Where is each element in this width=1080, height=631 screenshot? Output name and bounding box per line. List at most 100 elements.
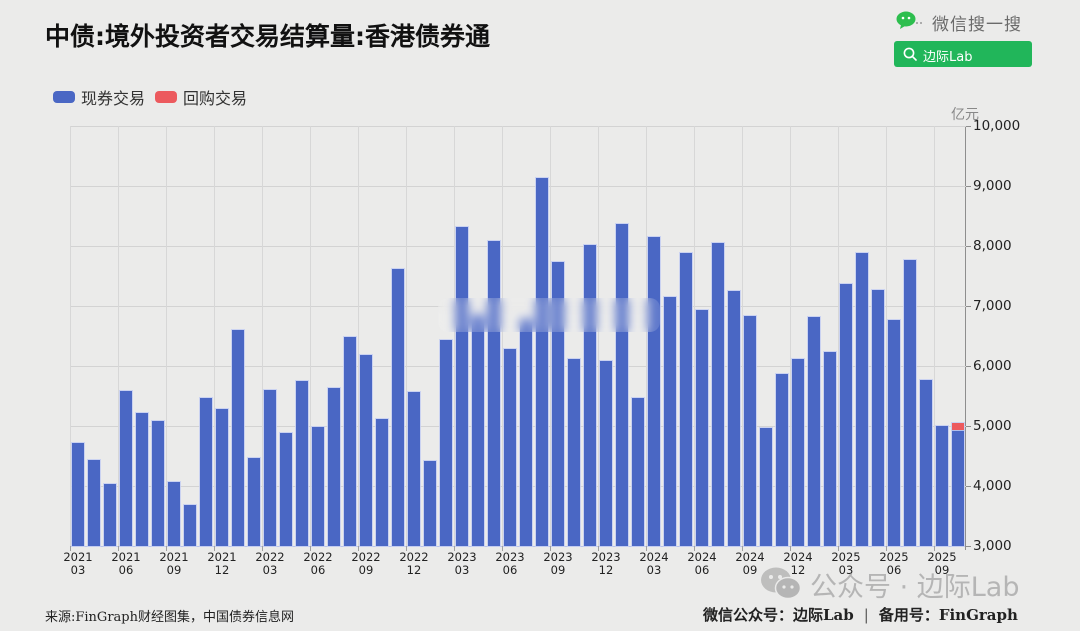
bar-spot-trading[interactable]: [903, 259, 917, 546]
x-axis-tick: [214, 546, 215, 551]
bar-spot-trading[interactable]: [535, 177, 549, 546]
bar-spot-trading[interactable]: [471, 315, 485, 546]
y-axis-tick-label: 7,000: [973, 298, 1012, 314]
bar-spot-trading[interactable]: [775, 374, 789, 546]
bar-spot-trading[interactable]: [503, 348, 517, 546]
bar-repo-trading[interactable]: [951, 423, 965, 431]
x-axis-tick: [70, 546, 71, 551]
x-axis-tick: [886, 546, 887, 551]
bar-spot-trading[interactable]: [887, 320, 901, 546]
bar-spot-trading[interactable]: [519, 319, 533, 546]
vertical-gridline: [406, 126, 407, 546]
x-label-month: 06: [886, 563, 902, 577]
y-axis-tick-label: 4,000: [973, 478, 1012, 494]
bar-spot-trading[interactable]: [455, 226, 469, 546]
bar-spot-trading[interactable]: [695, 310, 709, 546]
x-label-year: 2025: [879, 550, 909, 564]
x-axis-tick: [646, 546, 647, 551]
x-axis-tick: [742, 546, 743, 551]
x-label-month: 03: [838, 563, 854, 577]
bar-spot-trading[interactable]: [279, 432, 293, 546]
x-axis-tick: [262, 546, 263, 551]
bar-spot-trading[interactable]: [951, 430, 965, 546]
x-axis-tick: [406, 546, 407, 551]
bar-spot-trading[interactable]: [311, 427, 325, 546]
bar-spot-trading[interactable]: [551, 262, 565, 546]
bar-spot-trading[interactable]: [407, 392, 421, 546]
bar-spot-trading[interactable]: [439, 340, 453, 546]
bar-spot-trading[interactable]: [663, 297, 677, 546]
vertical-gridline: [934, 126, 935, 546]
bar-spot-trading[interactable]: [375, 419, 389, 546]
bar-spot-trading[interactable]: [599, 360, 613, 546]
bar-spot-trading[interactable]: [807, 317, 821, 546]
bar-spot-trading[interactable]: [327, 387, 341, 546]
bar-spot-trading[interactable]: [631, 398, 645, 546]
legend-label-repo: 回购交易: [183, 89, 248, 108]
bar-spot-trading[interactable]: [919, 380, 933, 546]
y-axis-tick: [966, 306, 971, 307]
watermark-text: 公众号 · 边际Lab: [810, 571, 1020, 603]
bar-spot-trading[interactable]: [583, 244, 597, 546]
bar-spot-trading[interactable]: [151, 421, 165, 546]
bar-spot-trading[interactable]: [263, 390, 277, 546]
y-axis-tick: [966, 126, 971, 127]
bar-spot-trading[interactable]: [359, 355, 373, 546]
bar-spot-trading[interactable]: [679, 253, 693, 546]
bar-spot-trading[interactable]: [743, 316, 757, 546]
bar-spot-trading[interactable]: [199, 398, 213, 546]
x-axis-tick-label: 2023 09: [538, 551, 578, 577]
x-axis-tick: [454, 546, 455, 551]
account-backup: 备用号：FinGraph: [878, 606, 1018, 624]
bar-spot-trading[interactable]: [183, 505, 197, 546]
x-label-month: 06: [118, 563, 134, 577]
bar-spot-trading[interactable]: [119, 390, 133, 546]
x-axis-tick-label: 2021 12: [202, 551, 242, 577]
wechat-search-badge: 微信搜一搜: [894, 8, 1044, 36]
bar-spot-trading[interactable]: [727, 291, 741, 546]
x-axis-tick-label: 2023 03: [442, 551, 482, 577]
bar-spot-trading[interactable]: [823, 352, 837, 546]
x-axis-tick-label: 2021 06: [106, 551, 146, 577]
bar-spot-trading[interactable]: [791, 358, 805, 546]
x-axis-tick-label: 2022 09: [346, 551, 386, 577]
x-axis-tick-label: 2021 03: [58, 551, 98, 577]
bar-spot-trading[interactable]: [487, 241, 501, 546]
bar-spot-trading[interactable]: [391, 269, 405, 546]
bar-spot-trading[interactable]: [711, 243, 725, 546]
x-axis-tick: [502, 546, 503, 551]
bar-spot-trading[interactable]: [103, 484, 117, 546]
bar-spot-trading[interactable]: [423, 460, 437, 546]
wechat-search-button[interactable]: 边际Lab: [894, 41, 1032, 67]
bar-spot-trading[interactable]: [231, 330, 245, 546]
legend-item-repo[interactable]: 回购交易: [155, 85, 247, 109]
vertical-gridline: [742, 126, 743, 546]
vertical-gridline: [118, 126, 119, 546]
bar-spot-trading[interactable]: [615, 224, 629, 546]
x-label-year: 2024: [735, 550, 765, 564]
bar-spot-trading[interactable]: [247, 458, 261, 546]
x-label-year: 2024: [783, 550, 813, 564]
bar-spot-trading[interactable]: [759, 428, 773, 546]
x-axis-tick: [550, 546, 551, 551]
bar-spot-trading[interactable]: [295, 381, 309, 546]
x-label-year: 2024: [639, 550, 669, 564]
y-axis-tick: [966, 486, 971, 487]
vertical-gridline: [502, 126, 503, 546]
legend-item-spot[interactable]: 现券交易: [53, 85, 145, 109]
bar-spot-trading[interactable]: [567, 359, 581, 546]
x-label-year: 2023: [543, 550, 573, 564]
bar-spot-trading[interactable]: [215, 409, 229, 546]
bar-spot-trading[interactable]: [343, 337, 357, 546]
bar-spot-trading[interactable]: [871, 290, 885, 546]
x-axis-tick: [934, 546, 935, 551]
bar-spot-trading[interactable]: [647, 237, 661, 546]
bar-spot-trading[interactable]: [135, 413, 149, 546]
bar-spot-trading[interactable]: [839, 284, 853, 546]
bar-spot-trading[interactable]: [71, 442, 85, 546]
bar-spot-trading[interactable]: [935, 426, 949, 546]
bar-spot-trading[interactable]: [87, 459, 101, 546]
bar-spot-trading[interactable]: [855, 253, 869, 546]
bar-spot-trading[interactable]: [167, 482, 181, 546]
wechat-search-label: 微信搜一搜: [932, 15, 1022, 35]
